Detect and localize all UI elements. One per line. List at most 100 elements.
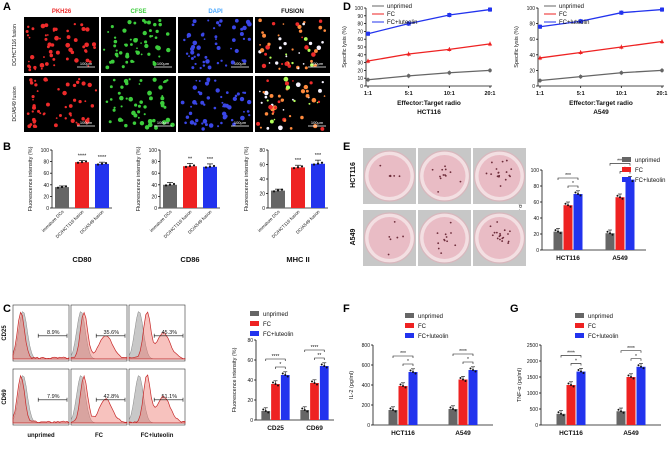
cell-dot (190, 50, 195, 55)
data-point (611, 233, 614, 236)
cell-dot (46, 34, 49, 36)
cell-dot (266, 79, 269, 82)
cell-dot (130, 43, 133, 46)
panel-letter-f: F (343, 303, 350, 315)
data-marker (659, 39, 665, 44)
legend-label: unprimed (418, 314, 443, 320)
x-tick-label: A549 (455, 430, 471, 437)
cell-dot (288, 114, 292, 118)
legend-label: unprimed (387, 4, 412, 10)
cell-dot (180, 100, 185, 105)
data-point (168, 183, 172, 186)
cell-dot (269, 93, 274, 98)
cell-dot (273, 118, 276, 121)
cell-dot (293, 99, 296, 103)
cell-dot (28, 36, 31, 39)
cell-dot (72, 98, 77, 102)
cell-dot (42, 113, 45, 116)
scale-bar-label: 100μm (311, 120, 324, 125)
legend-swatch (575, 333, 584, 338)
spot (490, 161, 493, 164)
cell-dot (305, 89, 309, 93)
cell-dot (186, 35, 189, 38)
cell-dot (310, 63, 314, 67)
y-axis-title: Fluorescence intensity (%) (136, 146, 142, 211)
spot (450, 232, 452, 234)
data-point (631, 180, 634, 183)
series-line (539, 8, 663, 28)
bar (280, 375, 290, 420)
histogram-column-label: FC+luteolin (141, 433, 174, 439)
well-inner (423, 217, 466, 259)
spot (485, 172, 488, 175)
panel-letter-g: G (510, 303, 519, 315)
y-tick-label: 20 (259, 192, 265, 198)
panel-a-microscopy: PKH26 CFSE DAPI FUSION DC/HCT116 fusion 100μm… (12, 9, 330, 132)
y-tick-label: 0 (535, 423, 538, 429)
spot (396, 236, 399, 239)
legend-swatch (622, 167, 631, 172)
bar (616, 411, 626, 425)
cell-dot (28, 60, 30, 63)
spot (431, 168, 434, 171)
cell-dot (94, 89, 98, 92)
well-row-label: HCT116 (350, 162, 357, 188)
cell-dot (307, 48, 311, 52)
cell-dot (242, 37, 246, 41)
microscopy-tile (255, 76, 330, 132)
spot (490, 173, 493, 175)
bar (576, 371, 586, 425)
cell-dot (29, 81, 34, 85)
cell-dot (266, 126, 270, 130)
scale-bar-label: 100μm (234, 61, 247, 66)
cell-dot (234, 18, 239, 23)
cell-dot (138, 83, 141, 85)
cell-dot (236, 92, 240, 96)
cell-dot (153, 22, 157, 27)
cell-dot (230, 118, 234, 122)
cell-dot (125, 60, 129, 64)
y-tick-label: 100 (531, 168, 540, 174)
cell-dot (105, 65, 110, 70)
data-point (281, 372, 284, 375)
well-inner (423, 155, 466, 197)
data-marker (619, 44, 624, 49)
y-tick-label: 20 (247, 398, 253, 404)
bar (563, 205, 573, 250)
bar (271, 384, 280, 420)
histogram-column-label: unprimed (27, 433, 55, 439)
panel-e-elispot: 020406080100Number of spotHCT116****A549… (350, 148, 666, 266)
y-tick-label: 100 (41, 148, 50, 154)
data-point (184, 165, 188, 168)
y-tick-label: 1000 (527, 391, 538, 397)
cell-dot (144, 40, 148, 44)
significance-bracket (452, 353, 474, 356)
spot (437, 242, 440, 245)
data-point (627, 374, 630, 377)
spot (389, 238, 392, 241)
data-point (616, 194, 619, 197)
y-tick-label: 60 (259, 163, 265, 169)
data-point (632, 377, 635, 380)
significance-bracket (560, 355, 582, 358)
panel-letter-d: D (343, 1, 351, 13)
data-marker (538, 78, 542, 83)
spot (454, 244, 457, 247)
cell-dot (321, 40, 324, 44)
spot (443, 238, 446, 241)
cell-dot (34, 125, 38, 128)
cell-dot (201, 127, 205, 131)
significance-mark: *** (315, 153, 322, 159)
bar (408, 372, 418, 425)
data-point (567, 204, 569, 207)
cell-dot (55, 117, 58, 119)
cell-dot (262, 33, 267, 38)
cell-dot (49, 53, 54, 58)
y-tick-label: 80 (529, 22, 535, 28)
cell-dot (231, 25, 236, 30)
cell-dot (158, 85, 163, 90)
legend-label: FC (588, 324, 597, 330)
cell-dot (40, 67, 43, 70)
